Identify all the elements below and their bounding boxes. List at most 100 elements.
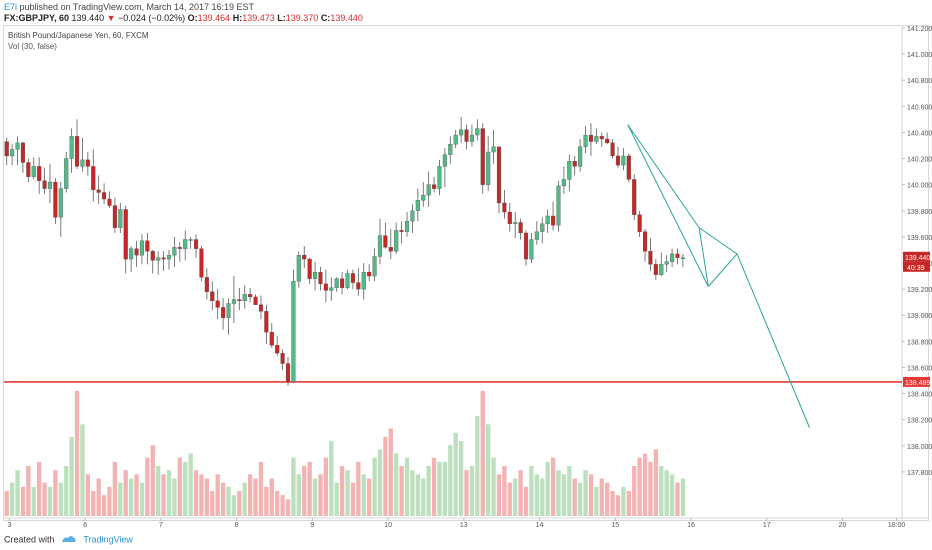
candle-body	[248, 294, 253, 298]
candle-body	[285, 363, 291, 382]
volume-bar	[172, 478, 177, 516]
volume-bar	[188, 453, 193, 516]
volume-bar	[588, 474, 594, 516]
projection-line	[707, 253, 738, 287]
candle-body	[615, 155, 621, 166]
volume-bar	[220, 482, 226, 516]
candle-body	[459, 129, 464, 136]
candle-body	[480, 128, 485, 185]
volume-bar	[9, 482, 15, 516]
candle-body	[215, 300, 220, 308]
candle-body	[221, 307, 226, 318]
volume-bar	[642, 453, 648, 516]
volume-bar	[36, 461, 42, 516]
series-legend[interactable]: British Pound/Japanese Yen, 60, FXCM	[8, 31, 149, 40]
candle-body	[448, 144, 453, 155]
volume-bar	[215, 474, 220, 516]
candle-body	[432, 184, 437, 189]
candle-body	[572, 161, 577, 167]
volume-bar	[556, 470, 561, 516]
volume-bar	[161, 474, 166, 516]
candle-body	[53, 181, 58, 218]
volume-bar	[485, 424, 491, 516]
publish-line: E7i published on TradingView.com, March …	[4, 2, 254, 12]
volume-bar	[615, 495, 621, 516]
candle-body	[4, 141, 9, 157]
y-tick-label: 140.200	[907, 157, 932, 164]
volume-bar	[350, 482, 356, 516]
indicator-legend[interactable]: Vol (30, false)	[8, 42, 57, 51]
x-tick-label: 7	[159, 522, 163, 529]
volume-bar	[204, 478, 210, 516]
volume-bar	[637, 457, 642, 516]
volume-bar	[577, 482, 583, 516]
candle-body	[664, 261, 669, 265]
volume-bar	[128, 478, 134, 516]
candle-body	[329, 287, 334, 291]
candle-body	[426, 184, 431, 196]
volume-bar	[231, 495, 237, 516]
candle-body	[323, 283, 328, 291]
volume-bar	[534, 474, 540, 516]
volume-bar	[448, 445, 453, 516]
y-tick-label: 139.000	[907, 313, 932, 320]
volume-bar	[269, 478, 274, 516]
volume-bar	[572, 478, 577, 516]
volume-bar	[64, 466, 69, 516]
volume-bar	[388, 428, 393, 516]
tradingview-brand[interactable]: TradingView	[83, 534, 133, 545]
volume-bar	[280, 495, 285, 516]
candle-body	[145, 240, 150, 252]
y-tick-label: 140.000	[907, 183, 932, 190]
y-tick-label: 139.800	[907, 209, 932, 216]
candle-body	[69, 136, 74, 159]
tradingview-logo-icon	[61, 534, 77, 546]
down-arrow-icon: ▼	[106, 13, 116, 23]
open-value: 139.464	[197, 13, 231, 23]
candle-body	[258, 304, 264, 312]
volume-bar	[507, 482, 512, 516]
volume-bar	[4, 491, 9, 516]
volume-bar	[145, 457, 150, 516]
candle-body	[588, 134, 593, 142]
candle-body	[377, 235, 383, 257]
candle-body	[350, 273, 355, 283]
x-tick-label: 20	[839, 522, 847, 529]
volume-bar	[545, 461, 550, 516]
projection-line	[627, 124, 700, 229]
volume-bar	[421, 478, 426, 516]
volume-bar	[632, 466, 637, 516]
x-tick-label: 10	[384, 522, 392, 529]
volume-bar	[599, 478, 604, 516]
candle-body	[621, 155, 626, 166]
candle-body	[523, 232, 529, 260]
projection-line	[698, 227, 709, 287]
candle-body	[313, 271, 318, 279]
x-tick-label: 17	[763, 522, 771, 529]
volume-bar	[594, 486, 599, 516]
username[interactable]: E7i	[4, 2, 18, 12]
volume-bar	[275, 491, 280, 516]
candle-body	[193, 239, 199, 249]
chart-frame[interactable]	[3, 25, 929, 521]
candle-body	[199, 248, 204, 278]
volume-bar	[107, 486, 112, 516]
candle-body	[388, 247, 393, 252]
candle-body	[356, 282, 361, 290]
volume-bar	[664, 470, 669, 516]
volume-bar	[377, 449, 383, 516]
volume-bar	[118, 482, 123, 516]
close-label: C:	[320, 13, 331, 23]
candle-body	[469, 134, 474, 142]
candle-body	[340, 278, 345, 288]
candle-body	[139, 240, 144, 256]
candle-body	[486, 151, 491, 185]
x-tick-label: 15	[611, 522, 619, 529]
candle-body	[399, 230, 404, 232]
volume-bar	[383, 436, 388, 516]
candle-body	[150, 251, 155, 261]
candle-body	[20, 142, 25, 163]
candle-body	[534, 231, 539, 240]
x-tick-label: 13	[460, 522, 468, 529]
